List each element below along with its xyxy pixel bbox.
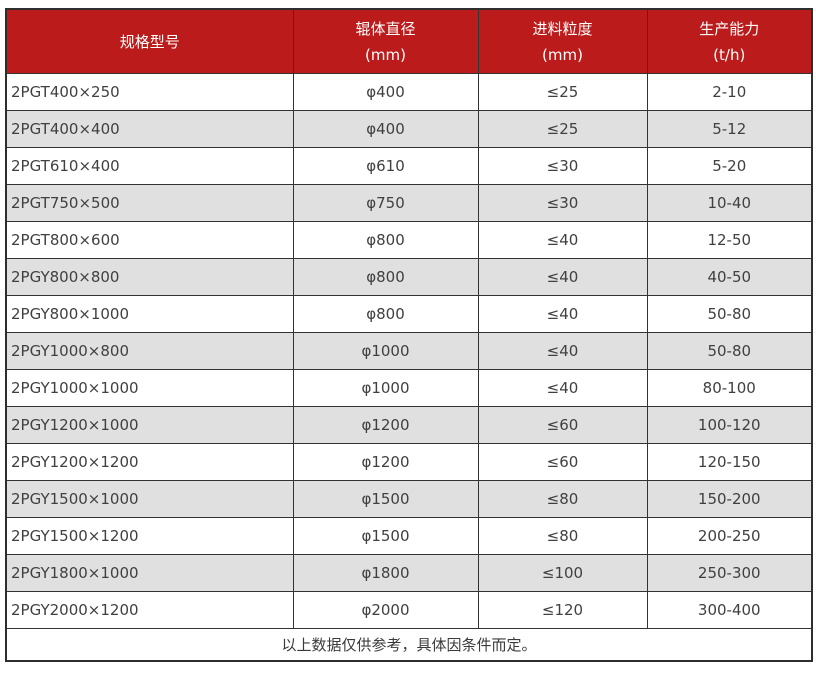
value-cell: 5-20	[646, 146, 813, 185]
value-cell: ≤40	[477, 294, 648, 333]
footnote-row: 以上数据仅供参考，具体因条件而定。	[5, 627, 813, 662]
column-header-line2: (t/h)	[713, 46, 746, 65]
value-cell: ≤40	[477, 257, 648, 296]
value-cell: φ800	[292, 220, 479, 259]
column-header-line2: (mm)	[365, 46, 406, 65]
value-cell: φ610	[292, 146, 479, 185]
column-header-line1: 生产能力	[699, 20, 760, 39]
column-header-roller-diameter: 辊体直径 (mm)	[292, 8, 479, 74]
value-cell: φ1200	[292, 405, 479, 444]
model-cell: 2PGY1000×1000	[5, 368, 294, 407]
column-header-line1: 辊体直径	[355, 20, 416, 39]
value-cell: φ1500	[292, 479, 479, 518]
value-cell: φ1000	[292, 368, 479, 407]
model-cell: 2PGT610×400	[5, 146, 294, 185]
model-cell: 2PGY1000×800	[5, 331, 294, 370]
table-row: 2PGY1200×1200 φ1200 ≤60 120-150	[5, 442, 813, 481]
table-row: 2PGY1200×1000 φ1200 ≤60 100-120	[5, 405, 813, 444]
table-row: 2PGY1500×1200 φ1500 ≤80 200-250	[5, 516, 813, 555]
value-cell: φ800	[292, 294, 479, 333]
column-header-model: 规格型号	[5, 8, 294, 74]
value-cell: 50-80	[646, 294, 813, 333]
footnote-text: 以上数据仅供参考，具体因条件而定。	[5, 627, 813, 662]
model-cell: 2PGY2000×1200	[5, 590, 294, 629]
model-cell: 2PGY800×1000	[5, 294, 294, 333]
value-cell: 150-200	[646, 479, 813, 518]
value-cell: 200-250	[646, 516, 813, 555]
value-cell: φ2000	[292, 590, 479, 629]
value-cell: ≤60	[477, 405, 648, 444]
value-cell: 100-120	[646, 405, 813, 444]
value-cell: φ1200	[292, 442, 479, 481]
model-cell: 2PGY1200×1000	[5, 405, 294, 444]
model-cell: 2PGY1200×1200	[5, 442, 294, 481]
table-header: 规格型号 辊体直径 (mm) 进料粒度 (mm) 生产能力 (t/h)	[5, 8, 813, 74]
value-cell: φ1500	[292, 516, 479, 555]
table-row: 2PGT750×500 φ750 ≤30 10-40	[5, 183, 813, 222]
value-cell: ≤80	[477, 516, 648, 555]
value-cell: 40-50	[646, 257, 813, 296]
value-cell: ≤30	[477, 183, 648, 222]
value-cell: φ1000	[292, 331, 479, 370]
table-row: 2PGT400×250 φ400 ≤25 2-10	[5, 72, 813, 111]
value-cell: φ750	[292, 183, 479, 222]
table-footer: 以上数据仅供参考，具体因条件而定。	[5, 627, 813, 662]
value-cell: 5-12	[646, 109, 813, 148]
value-cell: 120-150	[646, 442, 813, 481]
value-cell: 10-40	[646, 183, 813, 222]
value-cell: φ400	[292, 72, 479, 111]
value-cell: ≤100	[477, 553, 648, 592]
table-row: 2PGY1000×1000 φ1000 ≤40 80-100	[5, 368, 813, 407]
model-cell: 2PGY1800×1000	[5, 553, 294, 592]
value-cell: 12-50	[646, 220, 813, 259]
value-cell: ≤25	[477, 72, 648, 111]
column-header-line2: (mm)	[542, 46, 583, 65]
model-cell: 2PGT400×400	[5, 109, 294, 148]
roller-crusher-spec-table: 规格型号 辊体直径 (mm) 进料粒度 (mm) 生产能力 (t/h) 2PGT400×25…	[5, 8, 813, 662]
column-header-feed-size: 进料粒度 (mm)	[477, 8, 648, 74]
model-cell: 2PGT800×600	[5, 220, 294, 259]
table-row: 2PGT800×600 φ800 ≤40 12-50	[5, 220, 813, 259]
table-row: 2PGY1500×1000 φ1500 ≤80 150-200	[5, 479, 813, 518]
column-header-line1: 进料粒度	[532, 20, 593, 39]
table-row: 2PGY800×800 φ800 ≤40 40-50	[5, 257, 813, 296]
column-header-capacity: 生产能力 (t/h)	[646, 8, 813, 74]
table-row: 2PGY1000×800 φ1000 ≤40 50-80	[5, 331, 813, 370]
model-cell: 2PGY1500×1200	[5, 516, 294, 555]
value-cell: ≤120	[477, 590, 648, 629]
value-cell: ≤80	[477, 479, 648, 518]
value-cell: φ1800	[292, 553, 479, 592]
table-row: 2PGY1800×1000 φ1800 ≤100 250-300	[5, 553, 813, 592]
table-row: 2PGY800×1000 φ800 ≤40 50-80	[5, 294, 813, 333]
table-body: 2PGT400×250 φ400 ≤25 2-10 2PGT400×400 φ400 ≤25…	[5, 72, 813, 629]
table-row: 2PGY2000×1200 φ2000 ≤120 300-400	[5, 590, 813, 629]
value-cell: φ400	[292, 109, 479, 148]
value-cell: ≤40	[477, 368, 648, 407]
value-cell: ≤60	[477, 442, 648, 481]
column-header-line1: 规格型号	[119, 32, 180, 51]
model-cell: 2PGT400×250	[5, 72, 294, 111]
value-cell: 250-300	[646, 553, 813, 592]
value-cell: ≤30	[477, 146, 648, 185]
value-cell: ≤40	[477, 220, 648, 259]
value-cell: 80-100	[646, 368, 813, 407]
value-cell: ≤40	[477, 331, 648, 370]
value-cell: 50-80	[646, 331, 813, 370]
value-cell: 2-10	[646, 72, 813, 111]
model-cell: 2PGT750×500	[5, 183, 294, 222]
header-row: 规格型号 辊体直径 (mm) 进料粒度 (mm) 生产能力 (t/h)	[5, 8, 813, 74]
value-cell: 300-400	[646, 590, 813, 629]
table-row: 2PGT400×400 φ400 ≤25 5-12	[5, 109, 813, 148]
value-cell: φ800	[292, 257, 479, 296]
model-cell: 2PGY800×800	[5, 257, 294, 296]
model-cell: 2PGY1500×1000	[5, 479, 294, 518]
table-row: 2PGT610×400 φ610 ≤30 5-20	[5, 146, 813, 185]
value-cell: ≤25	[477, 109, 648, 148]
